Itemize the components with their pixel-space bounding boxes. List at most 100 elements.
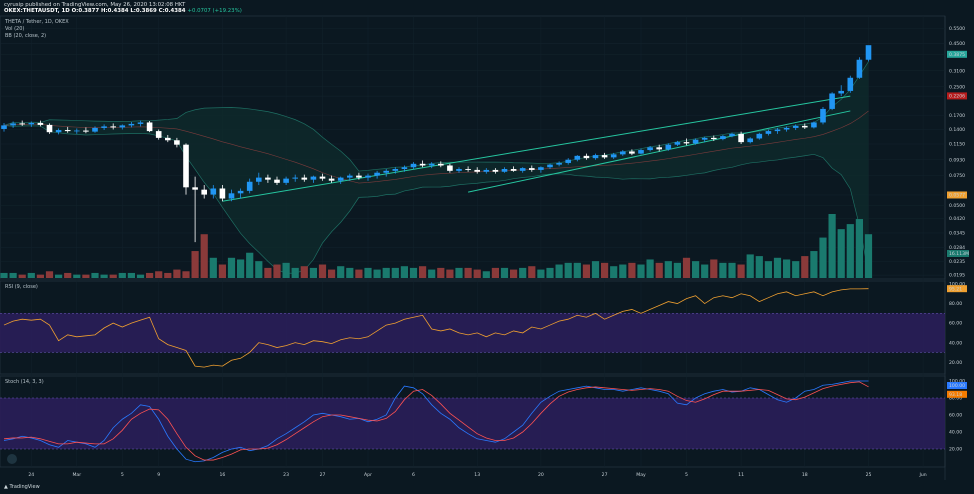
volume-bar [546,267,554,278]
candle-body [237,190,244,194]
price-tick-label: 0.1700 [949,113,965,119]
volume-bar [464,267,472,278]
candle-body [74,130,80,132]
candle-body [565,159,571,163]
volume-bar [582,264,590,278]
volume-bar [646,259,654,278]
candle-body [356,175,362,178]
volume-bar [173,269,181,278]
rsi-tick-label: 20.00 [949,360,962,366]
candle-body [274,179,280,183]
volume-bar [264,267,272,278]
x-tick-label: Jun [919,472,927,478]
candle-body [656,147,662,150]
volume-bar [155,271,163,278]
volume-bar [573,262,581,278]
stoch-tick-label: 20.00 [949,447,962,453]
candle-body [137,122,144,124]
volume-bar [828,214,836,278]
candle-body [638,150,644,154]
volume-bar [591,261,600,278]
candle-body [629,151,635,154]
candle-body [392,169,399,171]
stoch-line-d [3,381,869,461]
candle-body [83,130,89,132]
volume-bar [528,266,536,278]
price-label-box [947,50,967,58]
candle-body [365,175,371,178]
bollinger-upper [3,61,869,172]
stoch-tick-label: 60.00 [949,413,962,419]
volume-bar [773,257,782,278]
candle-body [765,131,772,134]
candle-body [347,175,353,178]
stoch-line-k [3,380,869,463]
candle-body [37,122,44,125]
x-tick-label: 18 [802,472,808,478]
stoch-tick-label: 100.00 [949,379,965,385]
candle-body [820,108,826,123]
candle-body [428,163,435,166]
candle-body [328,178,335,181]
volume-bar [373,269,381,278]
candle-body [110,126,116,128]
candle-body [419,163,426,166]
rsi-legend: RSI (9, close) [5,284,38,290]
volume-bar [446,269,454,278]
volume-bar [737,264,745,278]
volume-bar [91,272,99,278]
volume-bar [45,271,54,278]
candle-body [838,90,844,94]
candle-body [501,169,508,172]
candle-body [146,122,153,132]
candle-body [474,169,480,172]
rsi-tick-label: 60.00 [949,321,962,327]
volume-bar [437,267,445,278]
volume-bar [710,259,718,278]
bb-legend: BB (20, close, 2) [5,33,47,39]
price-tick-label: 0.1400 [949,127,965,133]
candle-body [756,133,763,139]
stoch-k-box [947,382,967,389]
stoch-legend: Stoch (14, 3, 3) [5,379,44,385]
candle-body [856,59,863,78]
candle-body [10,123,16,126]
candle-body [447,165,453,171]
candle-body [265,177,271,180]
volume-bar [291,267,299,278]
candle-body [665,144,672,150]
stoch-band [0,398,945,449]
volume-bar [337,266,345,278]
tradingview-logo[interactable]: ▲ TradingView [4,484,40,490]
candle-body [802,125,808,128]
rsi-band [0,313,945,353]
candle-body [374,172,380,176]
x-tick-label: 11 [738,472,744,478]
volume-bar [419,266,427,278]
volume-bar [819,237,827,278]
volume-bar [382,267,390,278]
rsi-value-label: 95.21 [949,286,962,292]
vol-legend: Vol (20) [5,26,25,32]
volume-bar [300,266,308,278]
x-tick-label: 5 [121,472,124,478]
volume-bar [55,274,63,278]
volume-bar [746,254,754,278]
volume-bar [719,262,727,278]
candle-body [847,77,854,91]
rsi-line [3,288,869,368]
volume-bar [510,269,518,278]
candle-body [256,177,262,182]
volume-bar [18,274,26,278]
volume-bar [164,272,172,278]
candle-body [310,176,317,180]
candle-body [729,133,735,137]
price-label-box [947,92,967,100]
candle-body [183,144,189,188]
candle-body [556,162,562,165]
x-tick-label: 20 [538,472,544,478]
candle-body [701,137,708,140]
price-tick-label: 0.0284 [949,245,965,251]
price-label: 0.0577 [949,193,965,199]
